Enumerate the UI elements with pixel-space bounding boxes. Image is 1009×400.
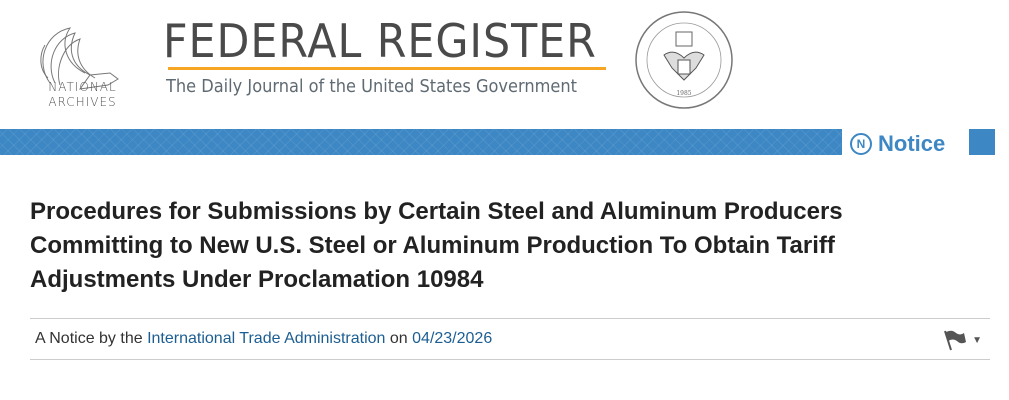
chevron-down-icon: ▼ bbox=[972, 334, 982, 346]
label-line: ARCHIVES bbox=[48, 95, 117, 109]
nara-seal-icon: 1985 bbox=[635, 11, 733, 109]
national-archives-eagle-logo bbox=[40, 27, 119, 90]
document-type-label: Notice bbox=[878, 131, 946, 156]
site-title[interactable]: FEDERAL REGISTER bbox=[163, 14, 597, 68]
flag-icon bbox=[944, 330, 967, 351]
agency-link[interactable]: International Trade Administration bbox=[147, 330, 386, 347]
label-line: NATIONAL bbox=[48, 80, 117, 94]
meta-on: on bbox=[389, 330, 408, 347]
document-meta-bar: A Notice by the International Trade Admi… bbox=[30, 318, 990, 360]
publication-date-link[interactable]: 04/23/2026 bbox=[412, 330, 493, 347]
title-underline bbox=[168, 67, 606, 70]
document-title: Procedures for Submissions by Certain St… bbox=[30, 198, 843, 293]
site-subtitle: The Daily Journal of the United States G… bbox=[166, 76, 577, 97]
document-type-badge[interactable]: N Notice bbox=[850, 131, 945, 157]
banner-end bbox=[969, 129, 995, 155]
document-type-banner bbox=[0, 129, 842, 155]
national-archives-label: NATIONAL ARCHIVES bbox=[30, 80, 135, 110]
meta-prefix: A Notice by the bbox=[35, 330, 143, 347]
svg-text:1985: 1985 bbox=[676, 90, 691, 97]
flag-menu-button[interactable]: ▼ bbox=[942, 329, 982, 351]
notice-icon: N bbox=[850, 133, 872, 155]
